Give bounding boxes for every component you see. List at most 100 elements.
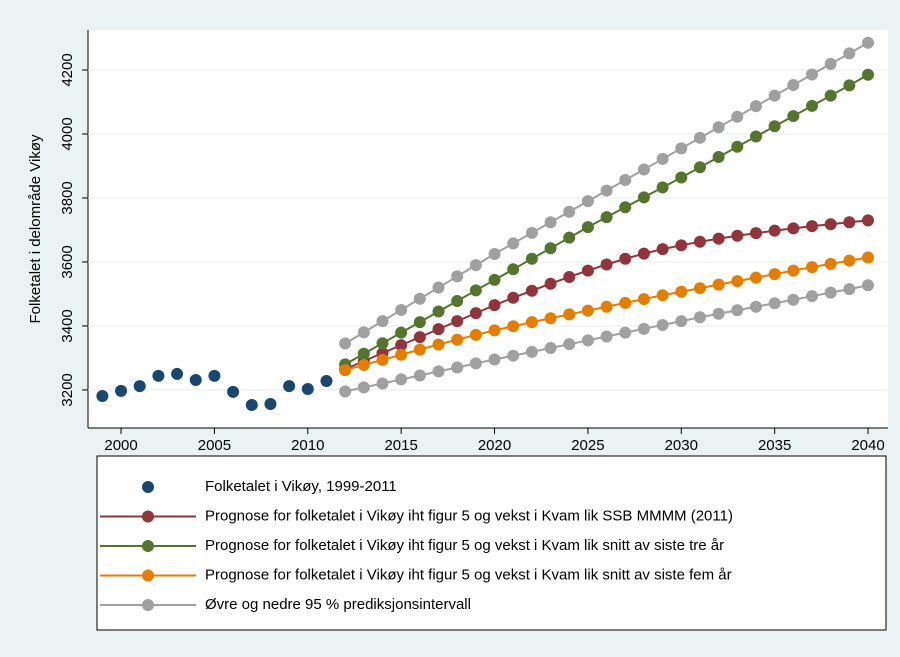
- data-point: [619, 296, 632, 309]
- data-point: [451, 294, 464, 307]
- legend-marker: [142, 510, 154, 523]
- data-point: [712, 151, 725, 164]
- data-point: [563, 338, 576, 351]
- x-tick-label: 2030: [665, 437, 698, 454]
- legend-label: Prognose for folketalet i Vikøy iht figu…: [205, 537, 724, 554]
- data-point: [245, 398, 258, 411]
- data-point: [432, 338, 445, 351]
- data-point: [749, 130, 762, 143]
- legend: [96, 455, 887, 631]
- data-point: [805, 68, 818, 81]
- data-point: [749, 100, 762, 113]
- data-point: [469, 284, 482, 297]
- data-point: [787, 264, 800, 277]
- data-point: [227, 385, 240, 398]
- data-point: [339, 337, 352, 350]
- data-point: [413, 331, 426, 344]
- data-point: [563, 231, 576, 244]
- data-point: [712, 307, 725, 320]
- legend-label: Prognose for folketalet i Vikøy iht figu…: [205, 507, 733, 524]
- data-point: [675, 285, 688, 298]
- y-tick-label: 3600: [59, 245, 76, 278]
- x-tick-label: 2020: [478, 437, 511, 454]
- data-point: [637, 322, 650, 335]
- data-point: [488, 247, 501, 260]
- data-point: [376, 315, 389, 328]
- data-point: [768, 224, 781, 237]
- data-point: [600, 300, 613, 313]
- legend-label: Øvre og nedre 95 % prediksjonsintervall: [205, 596, 471, 613]
- data-point: [525, 252, 538, 265]
- data-point: [805, 220, 818, 233]
- data-point: [712, 278, 725, 291]
- data-point: [805, 290, 818, 303]
- data-point: [264, 398, 277, 411]
- data-point: [507, 263, 520, 276]
- data-point: [357, 381, 370, 394]
- data-point: [320, 374, 333, 387]
- legend-marker: [142, 540, 154, 552]
- y-axis-title: Folketalet i delområde Vikøy: [27, 134, 44, 323]
- data-point: [824, 89, 837, 102]
- data-point: [656, 318, 669, 331]
- data-point: [507, 237, 520, 250]
- data-point: [619, 326, 632, 339]
- data-point: [749, 271, 762, 284]
- data-point: [525, 316, 538, 329]
- legend-marker: [142, 569, 154, 582]
- data-point: [749, 300, 762, 313]
- data-point: [787, 110, 800, 123]
- data-point: [843, 254, 856, 267]
- data-point: [824, 286, 837, 299]
- data-point: [768, 297, 781, 310]
- data-point: [283, 380, 296, 393]
- x-tick-label: 2005: [198, 437, 231, 454]
- data-point: [208, 369, 221, 382]
- data-point: [432, 281, 445, 294]
- y-tick-label: 3800: [59, 181, 76, 214]
- data-point: [339, 364, 352, 377]
- data-point: [675, 315, 688, 328]
- data-point: [544, 242, 557, 255]
- data-point: [413, 292, 426, 305]
- data-point: [656, 289, 669, 302]
- data-point: [488, 353, 501, 366]
- data-point: [451, 270, 464, 283]
- data-point: [395, 303, 408, 316]
- data-point: [432, 323, 445, 336]
- data-point: [862, 36, 875, 49]
- data-point: [712, 121, 725, 134]
- x-tick-label: 2025: [571, 437, 604, 454]
- data-point: [619, 174, 632, 187]
- data-point: [749, 227, 762, 240]
- data-point: [525, 345, 538, 358]
- data-point: [507, 320, 520, 333]
- data-point: [488, 324, 501, 337]
- data-point: [787, 293, 800, 306]
- data-point: [824, 257, 837, 270]
- x-tick-label: 2035: [758, 437, 791, 454]
- data-point: [824, 218, 837, 231]
- data-point: [525, 226, 538, 239]
- data-point: [96, 390, 109, 403]
- data-point: [525, 284, 538, 297]
- data-point: [563, 270, 576, 283]
- data-point: [469, 307, 482, 320]
- x-tick-label: 2010: [291, 437, 324, 454]
- data-point: [731, 110, 744, 123]
- data-point: [451, 315, 464, 328]
- data-point: [768, 268, 781, 281]
- x-tick-label: 2015: [384, 437, 417, 454]
- data-point: [451, 361, 464, 374]
- data-point: [693, 161, 706, 174]
- data-point: [395, 348, 408, 361]
- data-point: [339, 385, 352, 398]
- data-point: [395, 339, 408, 352]
- data-point: [432, 365, 445, 378]
- data-point: [413, 343, 426, 356]
- data-point: [637, 163, 650, 176]
- data-point: [693, 131, 706, 144]
- data-point: [731, 229, 744, 242]
